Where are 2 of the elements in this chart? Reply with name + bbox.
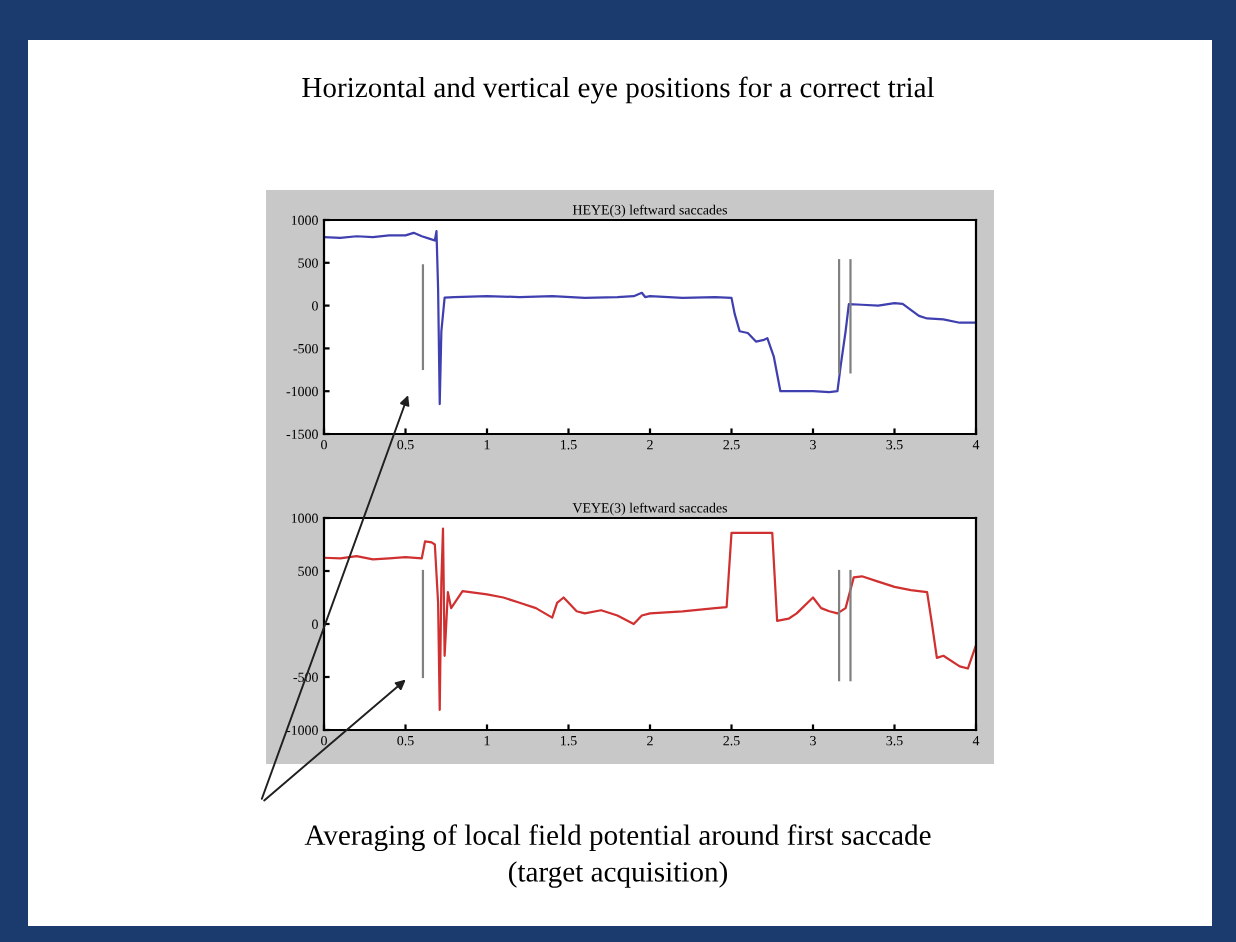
text: Averaging of local field potential around first saccade (target acquisition) (304, 824, 931, 888)
text: Horizontal and vertical eye positions for a correct trial (302, 76, 935, 104)
